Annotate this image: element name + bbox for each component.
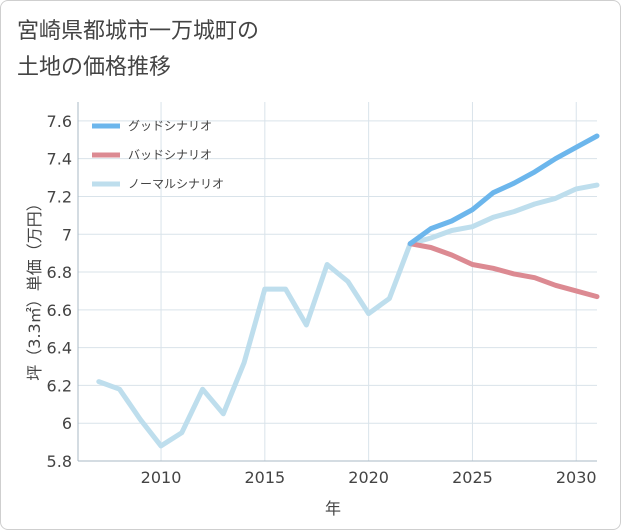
series-line-normal (96, 182, 600, 449)
x-tick-label: 2015 (244, 468, 285, 487)
x-tick-label: 2025 (452, 468, 493, 487)
y-tick-label: 5.8 (47, 452, 72, 471)
x-tick-label: 2020 (348, 468, 389, 487)
chart-title-line-1: 宮崎県都城市一万城町の (17, 19, 260, 44)
grid (77, 102, 597, 462)
y-tick-label: 6.4 (47, 339, 72, 358)
x-axis-title: 年 (325, 499, 341, 518)
y-axis-title: 坪（3.3㎡）単価（万円） (25, 195, 44, 380)
y-tick-label: 6.8 (47, 263, 72, 282)
y-tick-label: 7 (62, 225, 72, 244)
y-tick-label: 7.4 (47, 150, 72, 169)
series-line-bad (407, 241, 600, 300)
y-tick-label: 7.6 (47, 112, 72, 131)
y-tick-label: 6.6 (47, 301, 72, 320)
x-tick-label: 2030 (556, 468, 597, 487)
legend-label-bad: バッドシナリオ (128, 148, 212, 162)
y-tick-label: 6.2 (47, 376, 72, 395)
series-line-good (407, 133, 600, 247)
x-tick-label: 2010 (141, 468, 182, 487)
legend-label-good: グッドシナリオ (128, 119, 212, 133)
chart-title: 宮崎県都城市一万城町の 土地の価格推移 (17, 14, 417, 86)
y-tick-label: 7.2 (47, 187, 72, 206)
y-tick-label: 6 (62, 414, 72, 433)
legend-label-normal: ノーマルシナリオ (128, 177, 224, 191)
axis-ticks: 5.8 6 6.2 6.4 6.6 6.8 7 7.2 7.4 7.6 2010 2015 2020 20… (47, 112, 597, 487)
series-lines (96, 133, 600, 449)
chart-title-line-2: 土地の価格推移 (17, 55, 172, 80)
